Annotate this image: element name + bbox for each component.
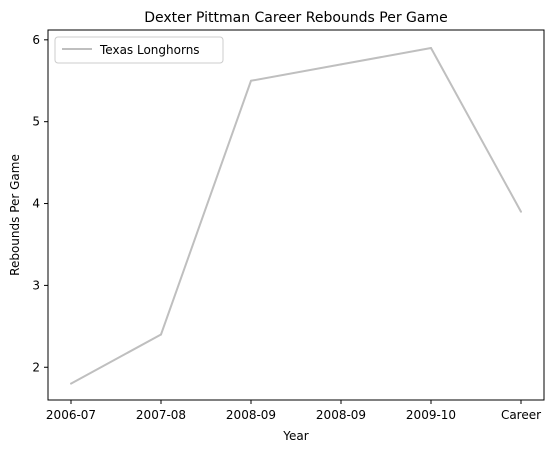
data-point <box>250 79 252 82</box>
legend: Texas Longhorns <box>54 36 224 64</box>
x-tick-label: Career <box>501 408 541 422</box>
legend-box <box>54 36 224 64</box>
y-axis: 2 3 4 5 6 <box>32 33 48 374</box>
x-axis-label: Year <box>282 429 308 443</box>
y-axis-label: Rebounds Per Game <box>8 154 22 276</box>
x-tick-label: 2006-07 <box>46 408 96 422</box>
x-axis: 2006-07 2007-08 2008-09 2008-09 2009-10 Caree… <box>46 400 541 422</box>
y-tick-label: 4 <box>32 197 40 211</box>
series-line <box>70 47 522 385</box>
data-point <box>520 210 522 213</box>
data-point <box>70 382 72 385</box>
chart-title: Dexter Pittman Career Rebounds Per Game <box>144 10 448 26</box>
data-point <box>340 63 342 66</box>
x-tick-label: 2008-09 <box>226 408 276 422</box>
y-tick-label: 2 <box>32 360 40 374</box>
plot-area <box>47 29 545 401</box>
x-tick-label: 2007-08 <box>136 408 186 422</box>
data-point <box>430 47 432 50</box>
legend-label: Texas Longhorns <box>99 43 200 57</box>
x-tick-label: 2009-10 <box>406 408 456 422</box>
y-tick-label: 5 <box>32 115 40 129</box>
y-tick-label: 6 <box>32 33 40 47</box>
data-point <box>160 333 162 336</box>
x-tick-label: 2008-09 <box>316 408 366 422</box>
plot-frame <box>47 29 545 401</box>
y-tick-label: 3 <box>32 278 40 292</box>
series-layer <box>70 47 522 385</box>
